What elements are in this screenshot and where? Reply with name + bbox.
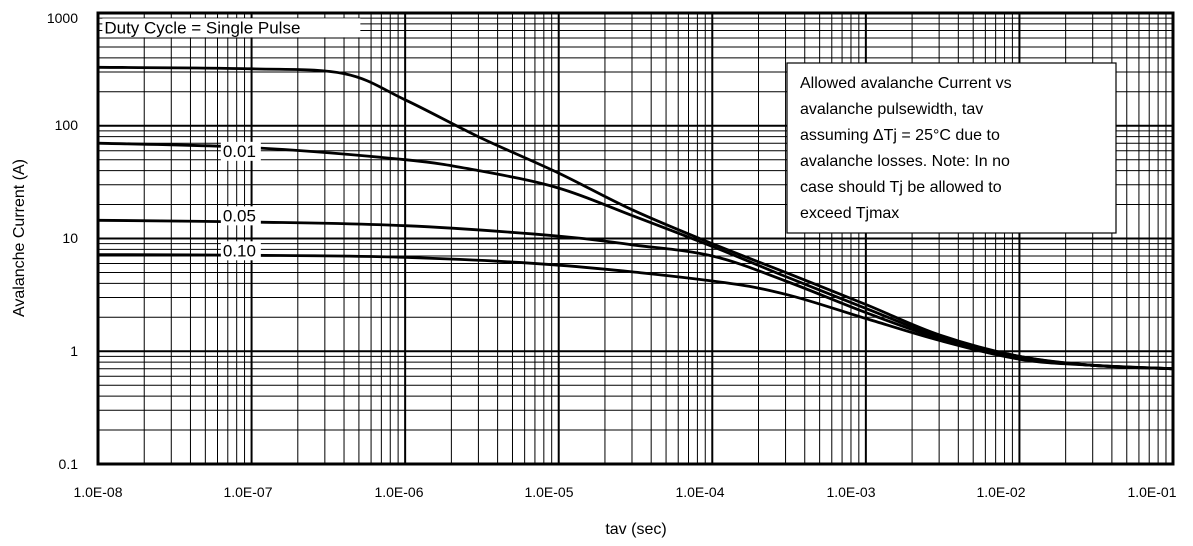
series-label-2: 0.05: [223, 206, 256, 225]
x-tick-label: 1.0E-01: [1127, 484, 1176, 500]
x-tick-label: 1.0E-07: [223, 484, 272, 500]
annotation-line-1: Allowed avalanche Current vs: [800, 75, 1012, 92]
x-tick-label: 1.0E-08: [73, 484, 122, 500]
series-label-bg: [220, 141, 261, 161]
annotation-line-4: avalanche losses. Note: In no: [800, 153, 1010, 170]
series-label-0: Duty Cycle = Single Pulse: [104, 18, 300, 37]
y-tick-label: 10: [62, 230, 78, 246]
x-tick-label: 1.0E-05: [524, 484, 573, 500]
x-axis-title: tav (sec): [605, 521, 666, 538]
annotation-frame: [786, 62, 1117, 234]
x-tick-label: 1.0E-03: [826, 484, 875, 500]
series-line-3: [97, 253, 1174, 371]
annotation-line-5: case should Tj be allowed to: [800, 179, 1002, 196]
x-tick-label: 1.0E-04: [675, 484, 724, 500]
series-label-1: 0.01: [223, 142, 256, 161]
series-lines: [97, 65, 1174, 371]
y-tick-label: 0.1: [59, 456, 79, 472]
annotation-box: Allowed avalanche Current vs avalanche p…: [786, 62, 1117, 234]
y-tick-label: 1000: [47, 10, 78, 26]
y-tick-labels: 0.1 1 10 100 1000: [47, 10, 78, 472]
series-label-bg: [220, 206, 261, 226]
x-tick-labels: 1.0E-08 1.0E-07 1.0E-06 1.0E-05 1.0E-04 …: [73, 484, 1176, 500]
plot-frame: [96, 11, 1175, 466]
y-tick-label: 1: [70, 343, 78, 359]
series-labels: Duty Cycle = Single Pulse 0.01 0.05 0.10: [102, 18, 361, 261]
series-line-2: [97, 218, 1174, 371]
series-label-bg: [220, 241, 261, 261]
series-label-3: 0.10: [223, 241, 256, 260]
x-tick-label: 1.0E-06: [374, 484, 423, 500]
x-tick-label: 1.0E-02: [976, 484, 1025, 500]
y-axis-title: Avalanche Current (A): [11, 159, 28, 317]
annotation-line-3: assuming ΔTj = 25°C due to: [800, 127, 1000, 144]
series-label-bg: [102, 18, 361, 38]
y-tick-label: 100: [55, 117, 79, 133]
annotation-line-6: exceed Tjmax: [800, 205, 899, 222]
annotation-line-2: avalanche pulsewidth, tav: [800, 101, 983, 118]
